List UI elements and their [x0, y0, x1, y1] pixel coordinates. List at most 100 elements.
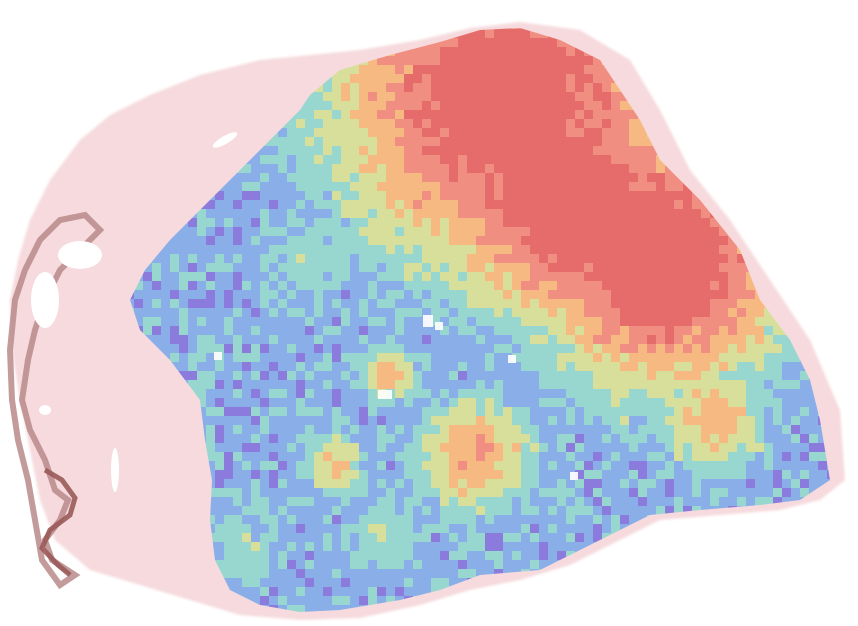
heatmap-cell	[512, 407, 521, 416]
heatmap-cell	[548, 506, 557, 515]
heatmap-cell	[548, 461, 557, 470]
heatmap-cell	[359, 254, 368, 263]
heatmap-cell	[485, 38, 494, 47]
heatmap-cell	[242, 173, 251, 182]
heatmap-cell	[476, 335, 485, 344]
heatmap-cell	[449, 353, 458, 362]
heatmap-cell	[278, 389, 287, 398]
heatmap-cell	[458, 308, 467, 317]
heatmap-cell	[809, 461, 818, 470]
heatmap-cell	[440, 569, 449, 578]
heatmap-cell	[584, 56, 593, 65]
heatmap-cell	[386, 137, 395, 146]
heatmap-cell	[386, 119, 395, 128]
heatmap-cell	[278, 497, 287, 506]
heatmap-cell	[242, 200, 251, 209]
heatmap-cell	[422, 101, 431, 110]
heatmap-cell	[404, 461, 413, 470]
heatmap-cell	[530, 65, 539, 74]
heatmap-cell	[359, 488, 368, 497]
heatmap-cell	[368, 227, 377, 236]
heatmap-cell	[215, 335, 224, 344]
heatmap-cell	[314, 398, 323, 407]
heatmap-cell	[683, 416, 692, 425]
heatmap-cell	[629, 191, 638, 200]
heatmap-cell	[188, 362, 197, 371]
heatmap-cell	[602, 317, 611, 326]
heatmap-cell	[296, 299, 305, 308]
heatmap-cell	[287, 515, 296, 524]
heatmap-cell	[665, 443, 674, 452]
heatmap-cell	[359, 164, 368, 173]
heatmap-cell	[251, 272, 260, 281]
heatmap-cell	[476, 218, 485, 227]
heatmap-cell	[539, 218, 548, 227]
heatmap-cell	[260, 542, 269, 551]
heatmap-cell	[422, 119, 431, 128]
heatmap-cell	[512, 389, 521, 398]
heatmap-cell	[539, 560, 548, 569]
heatmap-cell	[422, 164, 431, 173]
heatmap-cell	[701, 254, 710, 263]
heatmap-cell	[476, 416, 485, 425]
heatmap-cell	[215, 209, 224, 218]
heatmap-cell	[593, 524, 602, 533]
heatmap-cell	[404, 155, 413, 164]
heatmap-cell	[548, 281, 557, 290]
heatmap-cell	[359, 272, 368, 281]
heatmap-cell	[809, 452, 818, 461]
heatmap-cell	[305, 416, 314, 425]
heatmap-cell	[413, 470, 422, 479]
heatmap-cell	[548, 317, 557, 326]
heatmap-cell	[197, 362, 206, 371]
heatmap-cell	[701, 407, 710, 416]
heatmap-cell	[683, 326, 692, 335]
heatmap-cell	[368, 515, 377, 524]
heatmap-cell	[566, 272, 575, 281]
heatmap-cell	[512, 56, 521, 65]
heatmap-cell	[548, 236, 557, 245]
heatmap-cell	[611, 326, 620, 335]
heatmap-cell	[557, 452, 566, 461]
heatmap-cell	[521, 146, 530, 155]
heatmap-cell	[278, 191, 287, 200]
heatmap-cell	[710, 263, 719, 272]
heatmap-cell	[737, 290, 746, 299]
heatmap-cell	[548, 191, 557, 200]
heatmap-cell	[359, 101, 368, 110]
heatmap-cell	[431, 452, 440, 461]
heatmap-cell	[656, 344, 665, 353]
heatmap-cell	[503, 560, 512, 569]
heatmap-cell	[503, 200, 512, 209]
heatmap-cell	[386, 560, 395, 569]
heatmap-cell	[449, 470, 458, 479]
heatmap-cell	[224, 299, 233, 308]
heatmap-cell	[755, 344, 764, 353]
heatmap-cell	[368, 137, 377, 146]
heatmap-cell	[467, 236, 476, 245]
heatmap-cell	[521, 407, 530, 416]
heatmap-cell	[323, 416, 332, 425]
heatmap-cell	[350, 245, 359, 254]
heatmap-cell	[512, 290, 521, 299]
heatmap-cell	[701, 317, 710, 326]
heatmap-cell	[386, 434, 395, 443]
heatmap-cell	[404, 164, 413, 173]
heatmap-cell	[656, 326, 665, 335]
heatmap-cell	[314, 425, 323, 434]
heatmap-cell	[188, 236, 197, 245]
heatmap-cell	[404, 254, 413, 263]
heatmap-cell	[548, 362, 557, 371]
heatmap-cell	[368, 560, 377, 569]
heatmap-cell	[575, 236, 584, 245]
heatmap-cell	[332, 551, 341, 560]
heatmap-cell	[368, 497, 377, 506]
heatmap-cell	[701, 461, 710, 470]
heatmap-cell	[755, 353, 764, 362]
heatmap-cell	[728, 317, 737, 326]
heatmap-cell	[485, 326, 494, 335]
heatmap-cell	[512, 308, 521, 317]
heatmap-cell	[215, 245, 224, 254]
heatmap-cell	[746, 497, 755, 506]
